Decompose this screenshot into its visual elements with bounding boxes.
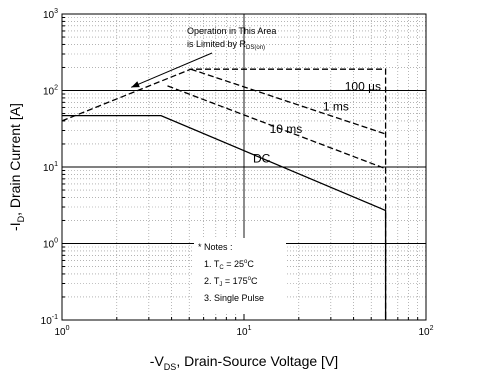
series-line (62, 114, 387, 320)
series-line (167, 85, 386, 170)
annotation-line-1: Operation in This Area (187, 26, 276, 36)
curve-label: DC (253, 151, 271, 165)
curve-labels: 100 µs 1 ms 10 ms DC (253, 80, 381, 166)
note-item: 2. TJ = 175oC (204, 276, 258, 288)
notes-background (194, 238, 286, 314)
notes-title: * Notes : (198, 242, 233, 252)
note-item: 1. TC = 25oC (204, 259, 254, 271)
note-item: 3. Single Pulse (204, 293, 264, 303)
notes-items: 1. TC = 25oC 2. TJ = 175oC 3. Single Pulse (204, 259, 264, 303)
series-line (190, 68, 386, 135)
annotation-arrowhead (131, 81, 140, 88)
annotation-line-2: is Limited by RDS(on) (187, 39, 265, 51)
notes-box: * Notes : 1. TC = 25oC 2. TJ = 175oC 3. Si… (194, 238, 286, 314)
y-tick-label: 101 (43, 161, 58, 174)
rdson-annotation: Operation in This Area is Limited by RDS… (131, 26, 276, 88)
y-tick-label: 102 (43, 85, 58, 98)
x-tick-label: 102 (418, 325, 433, 338)
x-tick-label: 100 (54, 325, 69, 338)
annotation-arrow (131, 52, 213, 88)
series-group (61, 68, 387, 320)
curve-label: 100 µs (345, 80, 381, 94)
curve-label: 10 ms (270, 122, 303, 136)
x-tick-label: 101 (236, 325, 251, 338)
y-tick-label: 10-1 (41, 314, 58, 327)
x-axis-label: -VDS, Drain-Source Voltage [V] (150, 353, 338, 372)
tick-marks (61, 13, 427, 321)
y-tick-label: 103 (43, 8, 58, 21)
y-axis-label: -ID, Drain Current [A] (7, 103, 26, 231)
curve-label: 1 ms (323, 99, 349, 113)
series-line (61, 68, 387, 320)
y-tick-label: 100 (43, 238, 58, 251)
